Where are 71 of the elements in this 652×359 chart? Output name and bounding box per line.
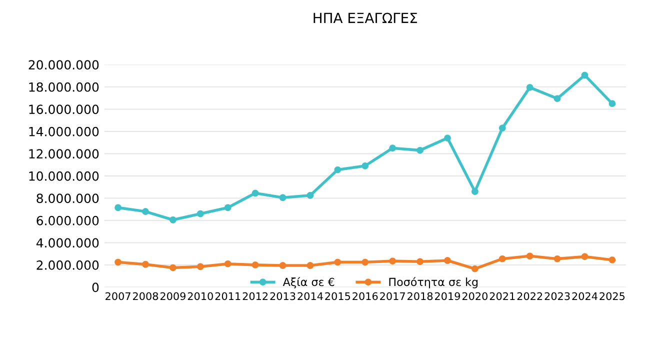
legend-label: Αξία σε € (282, 277, 334, 288)
y-tick-label: 2.000.000 (36, 260, 99, 270)
x-tick-label: 2022 (517, 292, 542, 300)
point (196, 263, 204, 270)
x-tick-label: 2014 (298, 292, 323, 300)
point (334, 258, 342, 266)
point (279, 262, 286, 269)
point (306, 262, 314, 269)
x-tick-label: 2009 (160, 292, 186, 300)
y-tick-label: 18.000.000 (29, 82, 99, 92)
point (169, 264, 176, 272)
point (114, 258, 122, 266)
y-tick-label: 14.000.000 (29, 126, 99, 136)
point (608, 100, 616, 108)
point (169, 216, 176, 224)
y-tick-label: 0 (92, 282, 99, 292)
y-tick-label: 8.000.000 (36, 194, 99, 204)
x-tick-label: 2008 (133, 292, 158, 300)
point (389, 144, 396, 152)
x-tick-label: 2021 (490, 292, 515, 300)
x-tick-label: 2012 (242, 292, 268, 300)
point (279, 194, 286, 202)
point (526, 252, 534, 260)
x-tick-label: 2010 (188, 292, 213, 300)
x-tick-label: 2020 (462, 292, 488, 300)
point (334, 166, 342, 174)
y-tick-label: 6.000.000 (36, 216, 99, 226)
point (471, 265, 478, 272)
point (142, 260, 149, 268)
point (526, 84, 534, 91)
x-tick-label: 2015 (325, 292, 350, 300)
point (498, 255, 506, 262)
point (252, 190, 259, 197)
x-tick-label: 2025 (600, 292, 625, 300)
x-tick-label: 2007 (106, 292, 130, 300)
point (252, 261, 259, 268)
x-tick-label: 2016 (352, 292, 378, 300)
y-tick-label: 4.000.000 (36, 238, 99, 248)
legend-label: Ποσότητα σε kg (389, 277, 478, 288)
point (581, 253, 588, 260)
point (416, 146, 424, 154)
x-tick-label: 2011 (215, 292, 240, 300)
y-tick-label: 16.000.000 (29, 104, 99, 114)
point (224, 260, 232, 268)
point (114, 204, 122, 212)
point (224, 204, 232, 212)
point (554, 95, 561, 102)
point (498, 124, 506, 132)
x-tick-label: 2023 (544, 292, 570, 300)
point (444, 257, 451, 264)
point (389, 258, 396, 265)
y-tick-label: 20.000.000 (28, 60, 99, 70)
point (142, 208, 149, 215)
point (196, 210, 204, 218)
point (581, 72, 588, 79)
x-tick-label: 2017 (380, 292, 405, 300)
point (306, 192, 314, 199)
point (554, 255, 561, 262)
point (471, 188, 478, 195)
x-tick-label: 2018 (408, 292, 433, 300)
point (362, 258, 369, 266)
y-tick-label: 10.000.000 (29, 171, 99, 181)
y-tick-label: 12.000.000 (29, 149, 99, 159)
x-tick-label: 2019 (434, 292, 460, 300)
point (362, 162, 369, 170)
x-tick-label: 2013 (270, 292, 296, 300)
x-tick-label: 2024 (572, 292, 598, 300)
chart-title: ΗΠΑ ΕΞΑΓΩΓΕΣ (314, 12, 417, 23)
point (444, 134, 451, 142)
point (608, 256, 616, 264)
point (416, 258, 424, 266)
